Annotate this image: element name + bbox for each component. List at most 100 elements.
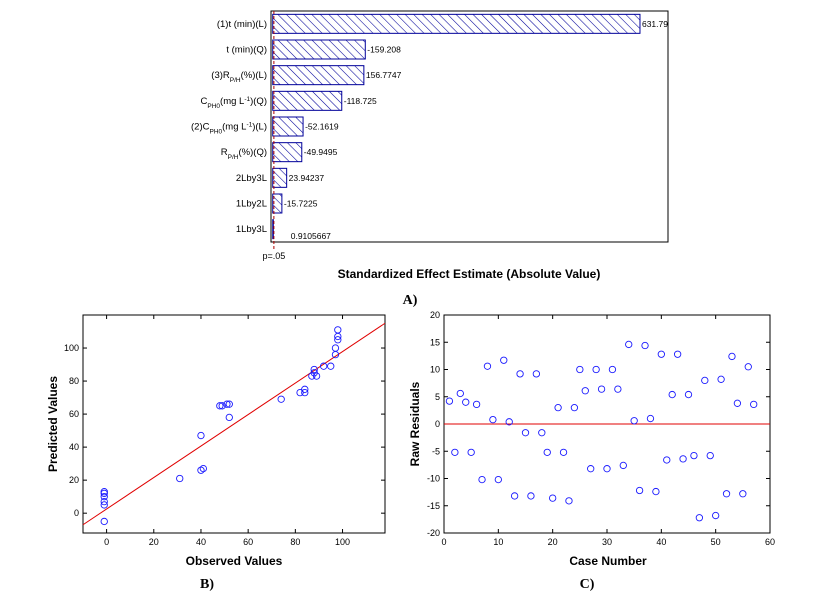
residual-point bbox=[706, 451, 714, 460]
residual-point bbox=[717, 375, 725, 383]
pareto-value-label: -159.208 bbox=[367, 45, 401, 55]
pareto-plot-frame bbox=[270, 10, 669, 243]
observed-predicted-point bbox=[327, 362, 335, 370]
residual-point bbox=[739, 490, 747, 498]
residual-point bbox=[445, 397, 454, 405]
residual-point bbox=[576, 365, 584, 374]
residual-point bbox=[619, 461, 627, 470]
raw-residuals-y-axis-title: Raw Residuals bbox=[408, 381, 422, 466]
pareto-value-label: 23.94237 bbox=[289, 173, 325, 183]
observed-predicted-point bbox=[301, 385, 309, 393]
residual-point bbox=[549, 494, 557, 502]
observed-predicted-point bbox=[218, 402, 226, 410]
observed-predicted-y-tick-label: 40 bbox=[69, 442, 79, 452]
residual-point bbox=[614, 385, 622, 393]
pareto-category-label: RP/H(%)(Q) bbox=[221, 147, 267, 161]
pareto-value-label: -49.9495 bbox=[304, 147, 338, 157]
pareto-bar bbox=[272, 142, 303, 163]
residual-point bbox=[456, 389, 464, 398]
observed-predicted-point bbox=[197, 431, 205, 440]
observed-predicted-point bbox=[100, 497, 108, 506]
residual-point bbox=[462, 398, 470, 406]
residual-point bbox=[625, 340, 633, 349]
pareto-category-label: 1Lby3L bbox=[236, 224, 267, 235]
pareto-category-label: (3)RP/H(%)(L) bbox=[211, 70, 267, 84]
residual-point bbox=[559, 448, 568, 456]
residuals-x-tick-label: 40 bbox=[656, 537, 666, 547]
residuals-y-tick-label: 10 bbox=[430, 365, 440, 375]
pareto-category-label: 1Lby2L bbox=[236, 199, 267, 210]
residuals-y-tick-label: 15 bbox=[430, 337, 440, 347]
residual-point bbox=[478, 475, 486, 484]
residuals-chart: 0 10 20 30 40 50 60 -20 -15 -10 -5 0 5 10 15 20 Case Nu… bbox=[408, 310, 775, 592]
observed-predicted-y-tick-label: 20 bbox=[69, 475, 79, 485]
observed-predicted-point bbox=[334, 326, 342, 334]
pareto-bar bbox=[272, 65, 365, 86]
residual-point bbox=[733, 399, 742, 407]
residual-point bbox=[668, 390, 676, 399]
residual-point bbox=[657, 350, 665, 358]
pareto-category-label: CPH0(mg L-1)(Q) bbox=[201, 95, 268, 109]
observed-predicted-point bbox=[100, 501, 108, 509]
residuals-y-tick-label: -15 bbox=[427, 501, 440, 511]
residual-point bbox=[581, 387, 589, 395]
observed-predicted-point bbox=[225, 400, 233, 408]
pareto-category-label: t (min)(Q) bbox=[226, 45, 267, 56]
residual-point bbox=[712, 511, 720, 520]
observed-predicted-point bbox=[320, 362, 328, 370]
residual-point bbox=[684, 390, 693, 399]
pareto-bar bbox=[272, 219, 274, 240]
residual-point bbox=[679, 455, 687, 463]
residual-point bbox=[554, 403, 562, 412]
residual-point bbox=[673, 350, 682, 358]
residual-point bbox=[722, 490, 731, 498]
observed-predicted-x-tick-label: 40 bbox=[196, 537, 206, 547]
observed-predicted-point bbox=[197, 466, 205, 474]
pareto-value-label: -52.1619 bbox=[305, 122, 339, 132]
residual-point bbox=[597, 385, 606, 393]
observed-predicted-point bbox=[334, 336, 342, 344]
observed-predicted-point bbox=[223, 400, 231, 408]
observed-predicted-y-tick-label: 0 bbox=[74, 508, 79, 518]
pareto-value-label: -118.725 bbox=[344, 96, 377, 106]
observed-predicted-x-tick-label: 60 bbox=[243, 537, 253, 547]
residual-point bbox=[505, 418, 513, 426]
residual-point bbox=[521, 429, 530, 437]
observed-predicted-x-tick-label: 80 bbox=[290, 537, 300, 547]
residual-point bbox=[690, 451, 698, 460]
observed-predicted-y-tick-label: 60 bbox=[69, 409, 79, 419]
residual-point bbox=[532, 370, 541, 378]
residual-point bbox=[543, 448, 551, 456]
residuals-x-tick-label: 30 bbox=[602, 537, 612, 547]
observed-predicted-point bbox=[312, 372, 321, 380]
residual-point bbox=[451, 448, 459, 456]
residual-point bbox=[630, 417, 638, 425]
observed-predicted-point bbox=[216, 402, 224, 410]
pareto-bar bbox=[272, 167, 288, 188]
observed-predicted-point bbox=[277, 395, 285, 403]
pareto-bar bbox=[272, 193, 283, 214]
residuals-y-tick-label: -20 bbox=[427, 528, 440, 538]
residuals-y-tick-label: 20 bbox=[430, 310, 440, 320]
pareto-x-axis-title: Standardized Effect Estimate (Absolute V… bbox=[338, 267, 601, 281]
pareto-value-label: -15.7225 bbox=[284, 199, 318, 209]
residuals-x-tick-label: 10 bbox=[493, 537, 503, 547]
residual-point bbox=[516, 370, 524, 378]
residual-point bbox=[538, 429, 546, 437]
pareto-category-label: (1)t (min)(L) bbox=[217, 19, 267, 30]
residual-point bbox=[652, 487, 660, 496]
residual-point bbox=[701, 376, 709, 385]
residual-point bbox=[489, 415, 497, 424]
residual-point bbox=[500, 356, 508, 364]
observed-predicted-point bbox=[100, 517, 108, 526]
pareto-category-label: (2)CPH0(mg L-1)(L) bbox=[191, 121, 267, 135]
observed-predicted-point bbox=[100, 488, 108, 496]
pareto-bar bbox=[272, 39, 366, 60]
residual-point bbox=[635, 486, 644, 495]
residual-point bbox=[570, 403, 579, 412]
residual-point bbox=[728, 352, 736, 361]
pareto-value-label: 156.7747 bbox=[366, 70, 402, 80]
pareto-value-label: 0.9105667 bbox=[291, 231, 331, 241]
residuals-y-tick-label: 0 bbox=[435, 419, 440, 429]
